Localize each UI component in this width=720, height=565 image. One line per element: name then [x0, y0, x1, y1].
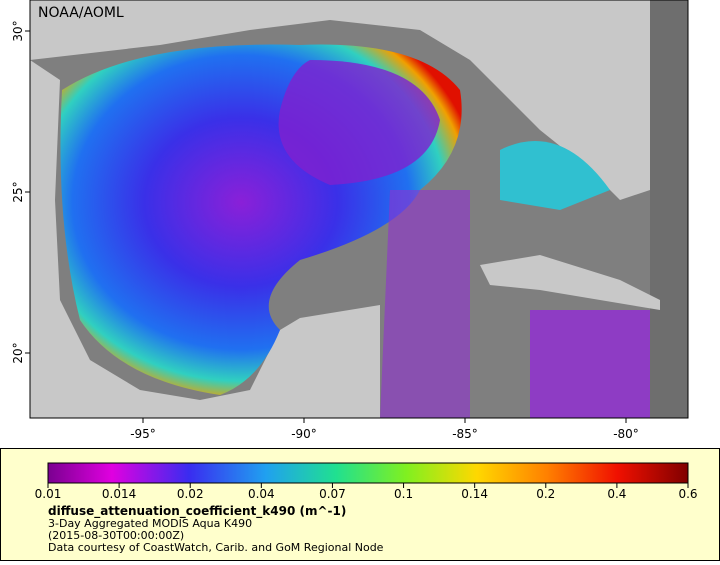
land-usa: [30, 0, 688, 60]
colorbar-tick-label: 0.14: [461, 487, 488, 501]
colorbar-tick-label: 0.1: [394, 487, 413, 501]
colorbar-tick-label: 0.02: [177, 487, 204, 501]
land-florida: [470, 0, 650, 200]
colorbar-title: diffuse_attenuation_coefficient_k490 (m^…: [48, 504, 346, 519]
yucatan-channel: [380, 190, 470, 418]
lat-tick-label: 25°: [11, 181, 25, 202]
map-frame: [29, 0, 689, 419]
colorbar-tick-label: 0.6: [678, 487, 697, 501]
colorbar-tick-label: 0.04: [248, 487, 275, 501]
colorbar-tick-label: 0.014: [102, 487, 136, 501]
caribbean: [530, 310, 650, 418]
legend-line: 3-Day Aggregated MODIS Aqua K490: [48, 517, 252, 530]
lat-tick-label: 30°: [11, 20, 25, 41]
land-cuba: [480, 255, 660, 310]
lat-tick-label: 20°: [11, 342, 25, 363]
colorbar-tick-label: 0.07: [319, 487, 346, 501]
legend-panel: diffuse_attenuation_coefficient_k490 (m^…: [0, 448, 720, 561]
legend-line: Data courtesy of CoastWatch, Carib. and …: [48, 541, 384, 554]
colorbar-tick-label: 0.2: [536, 487, 555, 501]
loop-current: [278, 60, 440, 185]
lon-tick-label: -90°: [291, 427, 317, 441]
atlantic: [650, 0, 688, 418]
colorbar-tick-label: 0.01: [35, 487, 62, 501]
lon-tick-label: -85°: [452, 427, 478, 441]
land-mexico: [30, 60, 380, 418]
lon-tick-label: -80°: [613, 427, 639, 441]
florida-shelf: [500, 141, 610, 210]
map-area: NOAA/AOML: [29, 0, 689, 419]
colorbar: [47, 462, 689, 484]
colorbar-tick-label: 0.4: [607, 487, 626, 501]
watermark: NOAA/AOML: [38, 5, 124, 21]
lon-tick-label: -95°: [130, 427, 156, 441]
legend-line: (2015-08-30T00:00:00Z): [48, 529, 184, 542]
